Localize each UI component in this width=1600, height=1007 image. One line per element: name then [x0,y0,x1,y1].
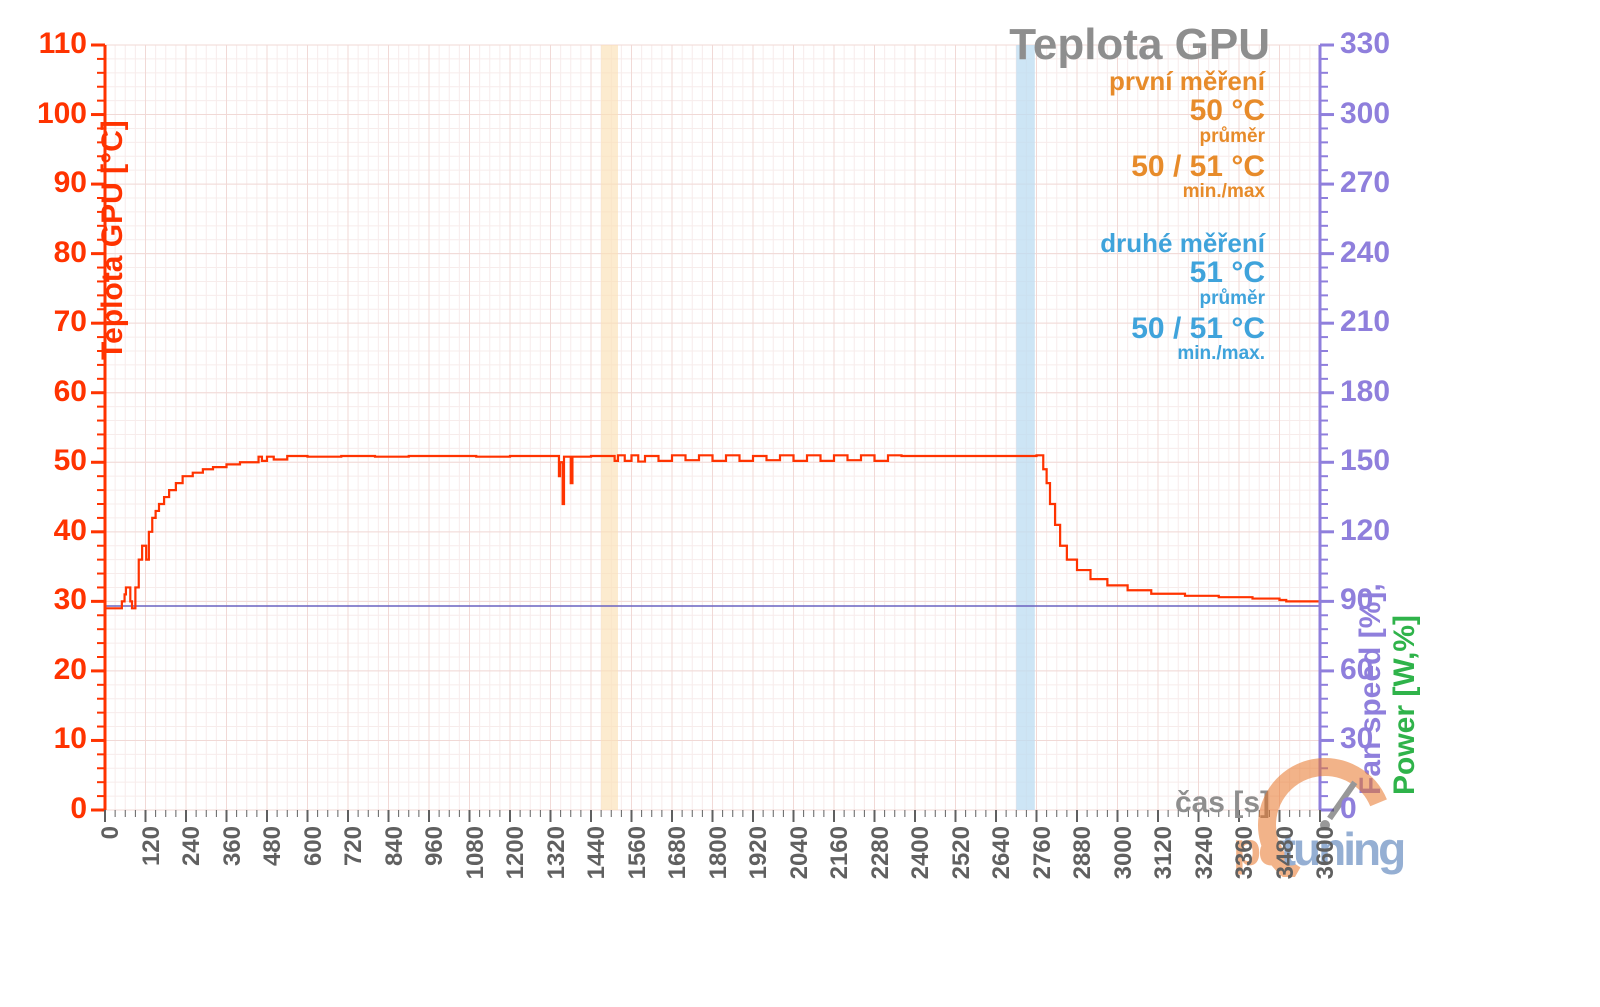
x-tick-600: 600 [300,786,328,826]
x-tick-1800: 1800 [705,773,733,826]
annot2-val: 51 °C [1100,257,1265,289]
y1-tick-100: 100 [37,97,87,131]
y1-tick-50: 50 [54,444,87,478]
annot2-range-label: min./max. [1100,344,1265,364]
annot2-val-label: průměr [1100,289,1265,309]
y2-tick-120: 120 [1340,514,1390,548]
annot1-range: 50 / 51 °C [1109,151,1265,183]
y2-tick-270: 270 [1340,166,1390,200]
y1-tick-40: 40 [54,514,87,548]
annotation-second-measurement: druhé měření 51 °C průměr 50 / 51 °C min… [1100,230,1265,364]
annot2-header: druhé měření [1100,230,1265,257]
y2-tick-300: 300 [1340,97,1390,131]
x-tick-1920: 1920 [745,773,773,826]
annot1-val: 50 °C [1109,95,1265,127]
y1-tick-110: 110 [39,27,87,61]
y1-axis-label-text: Teplota GPU [°C] [96,120,129,360]
y2-tick-30: 30 [1340,722,1373,756]
x-tick-3600: 3600 [1312,773,1340,826]
y1-axis-label: Teplota GPU [°C] [96,120,130,360]
x-tick-2880: 2880 [1069,773,1097,826]
x-tick-1560: 1560 [624,773,652,826]
y2-tick-240: 240 [1340,236,1390,270]
y1-tick-70: 70 [54,305,87,339]
x-tick-1440: 1440 [583,773,611,826]
x-tick-960: 960 [421,786,449,826]
annot2-range: 50 / 51 °C [1100,313,1265,345]
x-tick-120: 120 [138,786,166,826]
x-tick-2160: 2160 [826,773,854,826]
annot1-range-label: min./max [1109,182,1265,202]
x-tick-3480: 3480 [1272,773,1300,826]
x-tick-2400: 2400 [907,773,935,826]
y1-tick-20: 20 [54,653,87,687]
annotation-first-measurement: první měření 50 °C průměr 50 / 51 °C min… [1109,68,1265,202]
y1-tick-10: 10 [54,722,87,756]
x-tick-840: 840 [381,786,409,826]
y2-tick-180: 180 [1340,375,1390,409]
annot1-header: první měření [1109,68,1265,95]
x-tick-0: 0 [97,813,125,826]
x-tick-1320: 1320 [543,773,571,826]
y2-tick-0: 0 [1340,792,1357,826]
x-tick-480: 480 [259,786,287,826]
x-tick-3360: 3360 [1231,773,1259,826]
x-tick-2520: 2520 [948,773,976,826]
y2-tick-330: 330 [1340,27,1390,61]
x-tick-2640: 2640 [988,773,1016,826]
x-tick-2040: 2040 [786,773,814,826]
x-tick-720: 720 [340,786,368,826]
y1-tick-80: 80 [54,236,87,270]
x-tick-360: 360 [219,786,247,826]
x-tick-1200: 1200 [502,773,530,826]
y1-tick-60: 60 [54,375,87,409]
x-tick-240: 240 [178,786,206,826]
x-tick-2760: 2760 [1029,773,1057,826]
y2-tick-60: 60 [1340,653,1373,687]
y1-tick-90: 90 [54,166,87,200]
x-tick-3000: 3000 [1110,773,1138,826]
x-tick-1080: 1080 [462,773,490,826]
chart-title-text: Teplota GPU [1009,20,1270,69]
y1-tick-30: 30 [54,583,87,617]
y1-tick-0: 0 [70,792,87,826]
x-tick-2280: 2280 [867,773,895,826]
y2-tick-90: 90 [1340,583,1373,617]
x-tick-1680: 1680 [664,773,692,826]
x-tick-3120: 3120 [1150,773,1178,826]
chart-title: Teplota GPU [1009,20,1270,70]
annot1-val-label: průměr [1109,127,1265,147]
x-tick-3240: 3240 [1191,773,1219,826]
y2-tick-210: 210 [1340,305,1390,339]
y2-tick-150: 150 [1340,444,1390,478]
